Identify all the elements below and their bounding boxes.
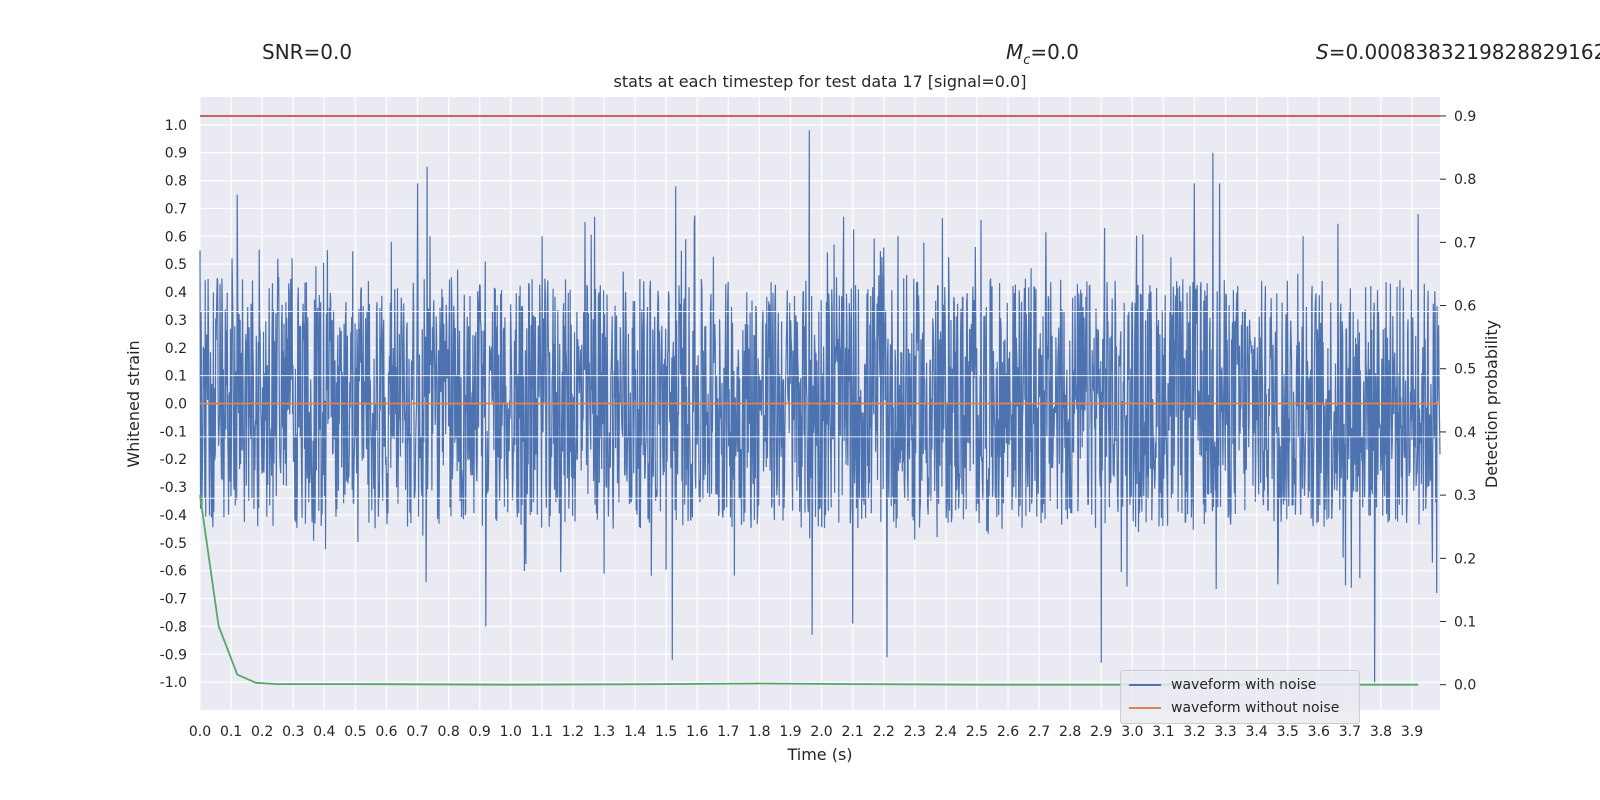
y-tick-label-left: 0.1 bbox=[165, 369, 187, 385]
x-tick-label: 1.8 bbox=[748, 724, 770, 740]
x-tick-label: 1.4 bbox=[624, 724, 646, 740]
x-tick-label: 2.7 bbox=[1028, 724, 1050, 740]
x-tick-label: 2.9 bbox=[1090, 724, 1112, 740]
x-tick-label: 0.6 bbox=[375, 724, 397, 740]
x-tick-label: 2.6 bbox=[997, 724, 1019, 740]
x-tick-label: 3.0 bbox=[1121, 724, 1143, 740]
x-tick-label: 3.8 bbox=[1370, 724, 1392, 740]
x-tick-label: 0.8 bbox=[437, 724, 459, 740]
x-tick-label: 2.5 bbox=[966, 724, 988, 740]
y-tick-label-right: 0.1 bbox=[1454, 615, 1476, 631]
x-tick-label: 3.6 bbox=[1308, 724, 1330, 740]
x-tick-label: 0.1 bbox=[220, 724, 242, 740]
chart-title: stats at each timestep for test data 17 … bbox=[613, 72, 1027, 91]
y-tick-label-left: 0.9 bbox=[165, 146, 187, 162]
x-tick-label: 1.3 bbox=[593, 724, 615, 740]
x-tick-label: 3.7 bbox=[1339, 724, 1361, 740]
chirp-mass-value: =0.0 bbox=[1030, 40, 1079, 64]
y-tick-label-right: 0.4 bbox=[1454, 425, 1476, 441]
snr-label: SNR=0.0 bbox=[262, 40, 353, 64]
x-tick-label: 3.9 bbox=[1401, 724, 1423, 740]
tick-labels: 0.0 0.1 0.2 0.3 0.4 0.5 0.6 0.7 0.8 0.9 1.0 1.1 1.2 1… bbox=[160, 109, 1477, 740]
x-tick-label: 1.0 bbox=[500, 724, 522, 740]
y-axis-label-right: Detection probability bbox=[1482, 320, 1501, 488]
y-tick-label-left: -0.6 bbox=[160, 564, 187, 580]
legend-item-noise: waveform with noise bbox=[1129, 675, 1316, 695]
y-tick-label-left: -0.4 bbox=[160, 508, 187, 524]
x-tick-label: 1.7 bbox=[717, 724, 739, 740]
y-tick-label-left: 0.5 bbox=[165, 257, 187, 273]
y-tick-label-right: 0.7 bbox=[1454, 235, 1476, 251]
x-tick-label: 2.4 bbox=[935, 724, 957, 740]
series-waveform-with-noise bbox=[199, 130, 1441, 683]
y-tick-label-left: 0.7 bbox=[165, 201, 187, 217]
y-tick-label-left: 0.4 bbox=[165, 285, 187, 301]
chirp-mass-label: Mc=0.0 bbox=[1006, 40, 1079, 68]
y-tick-label-left: 0.3 bbox=[165, 313, 187, 329]
y-tick-label-left: 0.8 bbox=[165, 174, 187, 190]
y-tick-label-right: 0.0 bbox=[1454, 678, 1476, 694]
y-tick-label-left: -0.9 bbox=[160, 647, 187, 663]
y-tick-label-left: -1.0 bbox=[160, 675, 187, 691]
x-tick-label: 3.4 bbox=[1246, 724, 1268, 740]
legend: waveform with noise waveform without noi… bbox=[1120, 670, 1360, 724]
x-tick-label: 1.6 bbox=[686, 724, 708, 740]
x-tick-label: 1.1 bbox=[531, 724, 553, 740]
y-tick-label-right: 0.3 bbox=[1454, 488, 1476, 504]
y-tick-label-left: -0.1 bbox=[160, 424, 187, 440]
y-tick-label-right: 0.9 bbox=[1454, 109, 1476, 125]
legend-label-noise: waveform with noise bbox=[1171, 677, 1317, 693]
x-tick-label: 1.2 bbox=[562, 724, 584, 740]
x-tick-label: 0.3 bbox=[282, 724, 304, 740]
y-tick-label-left: 0.2 bbox=[165, 341, 187, 357]
y-tick-label-left: -0.8 bbox=[160, 619, 187, 635]
x-tick-label: 1.5 bbox=[655, 724, 677, 740]
x-tick-label: 0.5 bbox=[344, 724, 366, 740]
y-tick-label-right: 0.6 bbox=[1454, 299, 1476, 315]
y-tick-label-right: 0.5 bbox=[1454, 362, 1476, 378]
x-tick-label: 0.2 bbox=[251, 724, 273, 740]
x-tick-label: 3.2 bbox=[1183, 724, 1205, 740]
s-statistic-label: S=0.0008383219828829162 bbox=[1316, 40, 1600, 64]
y-tick-label-right: 0.2 bbox=[1454, 551, 1476, 567]
y-tick-label-left: -0.5 bbox=[160, 536, 187, 552]
x-tick-label: 2.0 bbox=[810, 724, 832, 740]
chirp-mass-subscript: c bbox=[1023, 53, 1031, 68]
legend-label-clean: waveform without noise bbox=[1171, 700, 1340, 716]
s-value: =0.0008383219828829162 bbox=[1328, 40, 1600, 64]
legend-swatch-noise bbox=[1129, 684, 1161, 686]
x-axis-label: Time (s) bbox=[786, 745, 852, 764]
x-tick-label: 0.7 bbox=[406, 724, 428, 740]
legend-item-clean: waveform without noise bbox=[1129, 698, 1339, 718]
y-tick-label-left: 1.0 bbox=[165, 118, 187, 134]
y-tick-label-right: 0.8 bbox=[1454, 172, 1476, 188]
chirp-mass-symbol: M bbox=[1006, 40, 1024, 64]
x-tick-label: 2.3 bbox=[904, 724, 926, 740]
x-tick-label: 0.0 bbox=[189, 724, 211, 740]
y-axis-label-left: Whitened strain bbox=[124, 340, 143, 467]
x-tick-label: 3.1 bbox=[1152, 724, 1174, 740]
y-tick-label-left: -0.2 bbox=[160, 452, 187, 468]
x-tick-label: 1.9 bbox=[779, 724, 801, 740]
y-tick-label-left: -0.3 bbox=[160, 480, 187, 496]
y-tick-label-left: 0.6 bbox=[165, 229, 187, 245]
x-tick-label: 3.5 bbox=[1277, 724, 1299, 740]
series-group bbox=[199, 115, 1441, 686]
x-tick-label: 2.8 bbox=[1059, 724, 1081, 740]
s-symbol: S bbox=[1316, 40, 1329, 64]
y-tick-label-left: -0.7 bbox=[160, 592, 187, 608]
series-detection-probability bbox=[199, 494, 1419, 686]
x-tick-label: 2.1 bbox=[841, 724, 863, 740]
x-tick-label: 0.4 bbox=[313, 724, 335, 740]
x-tick-label: 3.3 bbox=[1214, 724, 1236, 740]
legend-swatch-clean bbox=[1129, 707, 1161, 709]
x-tick-label: 0.9 bbox=[469, 724, 491, 740]
x-tick-label: 2.2 bbox=[873, 724, 895, 740]
y-tick-label-left: 0.0 bbox=[165, 397, 187, 413]
